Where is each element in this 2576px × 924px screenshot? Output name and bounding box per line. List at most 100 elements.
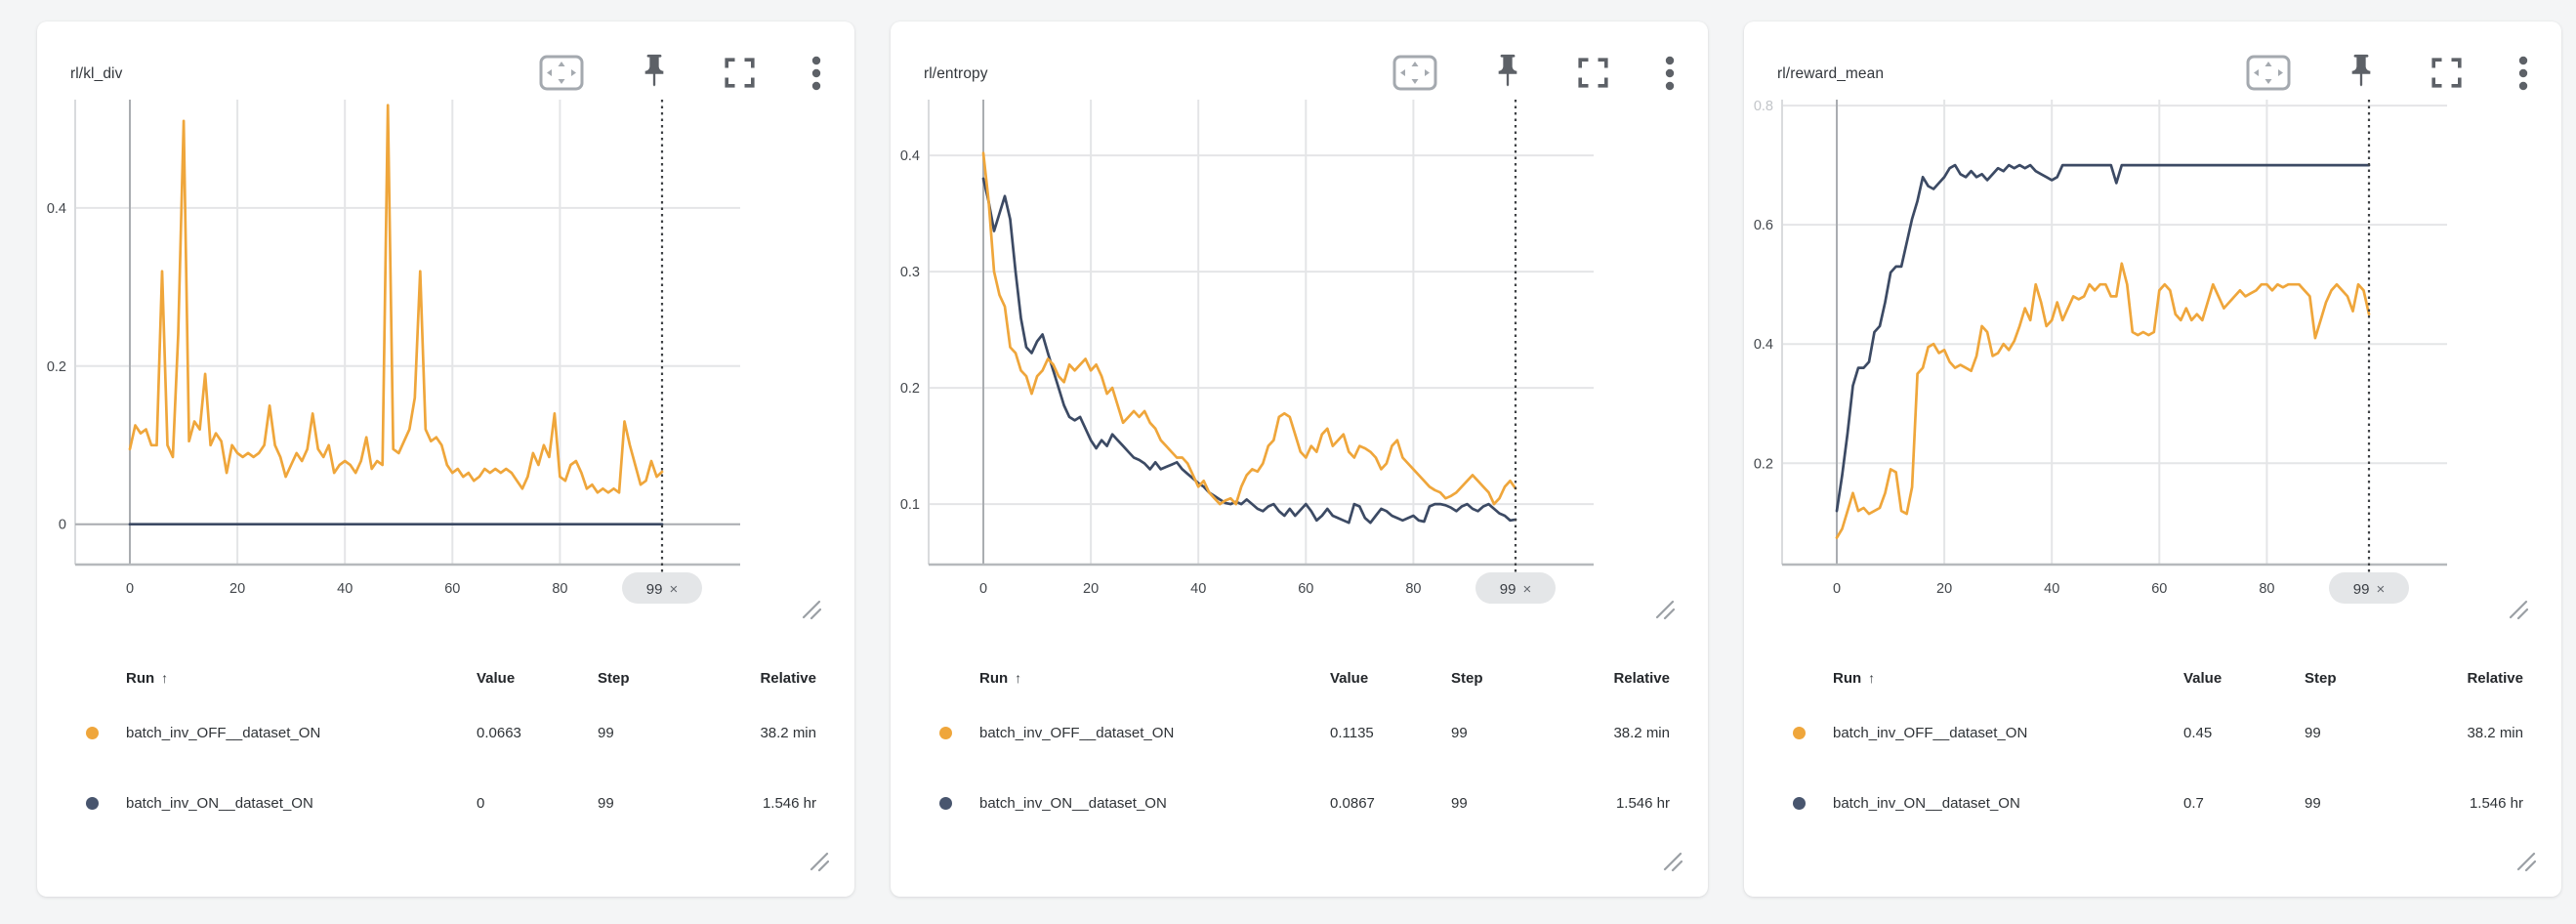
legend-header-run[interactable]: Run ↑ [1833, 669, 1876, 687]
panel-toolbar [2246, 53, 2528, 97]
legend-header-value[interactable]: Value [2183, 669, 2223, 687]
viewport-pan-icon [2246, 55, 2291, 94]
y-axis-tick-label: 0.2 [47, 359, 66, 375]
line-chart[interactable]: 0.1 0.2 0.3 0.4 0 20 40 60 80 99 × [891, 92, 1708, 639]
legend-table: Run ↑ Value Step Relative batch_inv_OFF__… [891, 639, 1708, 838]
run-relative: 1.546 hr [1615, 794, 1670, 812]
legend-header-run[interactable]: Run ↑ [126, 669, 169, 687]
kebab-menu-button[interactable] [811, 56, 821, 94]
run-name: batch_inv_ON__dataset_ON [979, 794, 1167, 812]
panel-title: rl/entropy [924, 65, 988, 82]
chart-area: 0.1 0.2 0.3 0.4 0 20 40 60 80 99 × [891, 92, 1708, 639]
pin-button[interactable] [2347, 53, 2375, 97]
panel-header: rl/entropy [891, 21, 1708, 92]
chart-resize-handle[interactable] [2507, 598, 2528, 619]
kebab-menu-icon [811, 56, 821, 94]
legend-header-relative[interactable]: Relative [760, 669, 816, 687]
step-marker-badge[interactable]: 99 × [1475, 572, 1556, 604]
run-value: 0.0867 [1330, 794, 1375, 812]
fullscreen-icon [2431, 58, 2462, 91]
pin-button[interactable] [1494, 53, 1521, 97]
legend-row[interactable]: batch_inv_ON__dataset_ON 0.7 99 1.546 hr [1793, 768, 2523, 838]
fullscreen-button[interactable] [725, 58, 755, 91]
y-axis-tick-label: 0.4 [900, 148, 920, 164]
legend-row[interactable]: batch_inv_OFF__dataset_ON 0.45 99 38.2 m… [1793, 697, 2523, 768]
pin-icon [641, 53, 668, 97]
legend-header-row: Run ↑ Value Step Relative [1793, 658, 2523, 697]
run-color-dot [939, 796, 952, 810]
fullscreen-icon [725, 58, 755, 91]
series-line-batch_inv_ON__dataset_ON [1835, 163, 2371, 513]
legend-header-run[interactable]: Run ↑ [979, 669, 1022, 687]
run-name: batch_inv_OFF__dataset_ON [979, 724, 1175, 741]
legend-header-step[interactable]: Step [598, 669, 630, 687]
legend-row[interactable]: batch_inv_ON__dataset_ON 0 99 1.546 hr [86, 768, 816, 838]
fullscreen-button[interactable] [1578, 58, 1608, 91]
run-name: batch_inv_OFF__dataset_ON [126, 724, 321, 741]
run-color-dot [1793, 726, 1806, 739]
pin-button[interactable] [641, 53, 668, 97]
run-step: 99 [1451, 794, 1468, 812]
chart-resize-handle[interactable] [1653, 598, 1675, 619]
run-value: 0.0663 [477, 724, 521, 741]
chart-resize-handle[interactable] [800, 598, 821, 619]
viewport-pan-button[interactable] [1392, 55, 1437, 94]
legend-table: Run ↑ Value Step Relative batch_inv_OFF__… [1744, 639, 2561, 838]
y-axis-tick-label: 0.4 [47, 201, 66, 217]
kebab-menu-icon [1665, 56, 1675, 94]
x-axis-tick-label: 0 [979, 581, 987, 597]
series-line-batch_inv_ON__dataset_ON [981, 177, 1517, 525]
viewport-pan-button[interactable] [2246, 55, 2291, 94]
close-icon: × [669, 581, 678, 598]
run-relative: 38.2 min [760, 724, 816, 741]
step-marker-badge[interactable]: 99 × [621, 572, 702, 604]
run-step: 99 [2305, 724, 2321, 741]
x-axis-tick-label: 20 [229, 581, 245, 597]
viewport-pan-button[interactable] [539, 55, 584, 94]
kebab-menu-button[interactable] [2518, 56, 2528, 94]
sort-ascending-icon: ↑ [161, 669, 169, 686]
legend-header-relative[interactable]: Relative [2467, 669, 2523, 687]
x-axis-tick-label: 60 [444, 581, 460, 597]
pin-icon [2347, 53, 2375, 97]
legend-header-value[interactable]: Value [477, 669, 516, 687]
legend-row[interactable]: batch_inv_OFF__dataset_ON 0.0663 99 38.2… [86, 697, 816, 768]
panel-resize-handle[interactable] [2514, 850, 2536, 871]
y-axis-tick-label: 0.6 [1754, 218, 1773, 233]
run-step: 99 [598, 794, 614, 812]
line-chart[interactable]: 0 0.2 0.4 0 20 40 60 80 99 × [37, 92, 854, 639]
legend-header-value[interactable]: Value [1330, 669, 1369, 687]
sort-ascending-icon: ↑ [1868, 669, 1876, 686]
legend-row[interactable]: batch_inv_OFF__dataset_ON 0.1135 99 38.2… [939, 697, 1670, 768]
line-chart[interactable]: 0.2 0.4 0.6 0.8 0 20 40 60 80 99 × [1744, 92, 2561, 639]
svg-text:99×: 99 × [646, 581, 678, 598]
panel-resize-handle[interactable] [808, 850, 829, 871]
run-step: 99 [1451, 724, 1468, 741]
y-axis-tick-label: 0.8 [1754, 99, 1773, 114]
viewport-pan-icon [539, 55, 584, 94]
legend-header-step[interactable]: Step [2305, 669, 2337, 687]
close-icon: × [2376, 581, 2385, 598]
legend-header-row: Run ↑ Value Step Relative [939, 658, 1670, 697]
close-icon: × [1522, 581, 1531, 598]
run-color-dot [1793, 796, 1806, 810]
kebab-menu-button[interactable] [1665, 56, 1675, 94]
kebab-menu-icon [2518, 56, 2528, 94]
x-axis-tick-label: 60 [1298, 581, 1313, 597]
legend-header-step[interactable]: Step [1451, 669, 1483, 687]
run-color-dot [86, 796, 99, 810]
panel-resize-handle[interactable] [1661, 850, 1683, 871]
y-axis-tick-label: 0.2 [1754, 456, 1773, 472]
run-name: batch_inv_ON__dataset_ON [126, 794, 313, 812]
run-relative: 38.2 min [2467, 724, 2523, 741]
step-marker-badge[interactable]: 99 × [2328, 572, 2409, 604]
legend-header-relative[interactable]: Relative [1613, 669, 1670, 687]
fullscreen-button[interactable] [2431, 58, 2462, 91]
legend-row[interactable]: batch_inv_ON__dataset_ON 0.0867 99 1.546… [939, 768, 1670, 838]
run-color-dot [86, 726, 99, 739]
legend-table: Run ↑ Value Step Relative batch_inv_OFF__… [37, 639, 854, 838]
chart-panel-entropy: rl/entropy 0.1 0.2 0.3 0.4 0 20 40 60 80 99 × Run ↑… [891, 21, 1708, 897]
run-step: 99 [598, 724, 614, 741]
y-axis-tick-label: 0 [59, 518, 66, 533]
